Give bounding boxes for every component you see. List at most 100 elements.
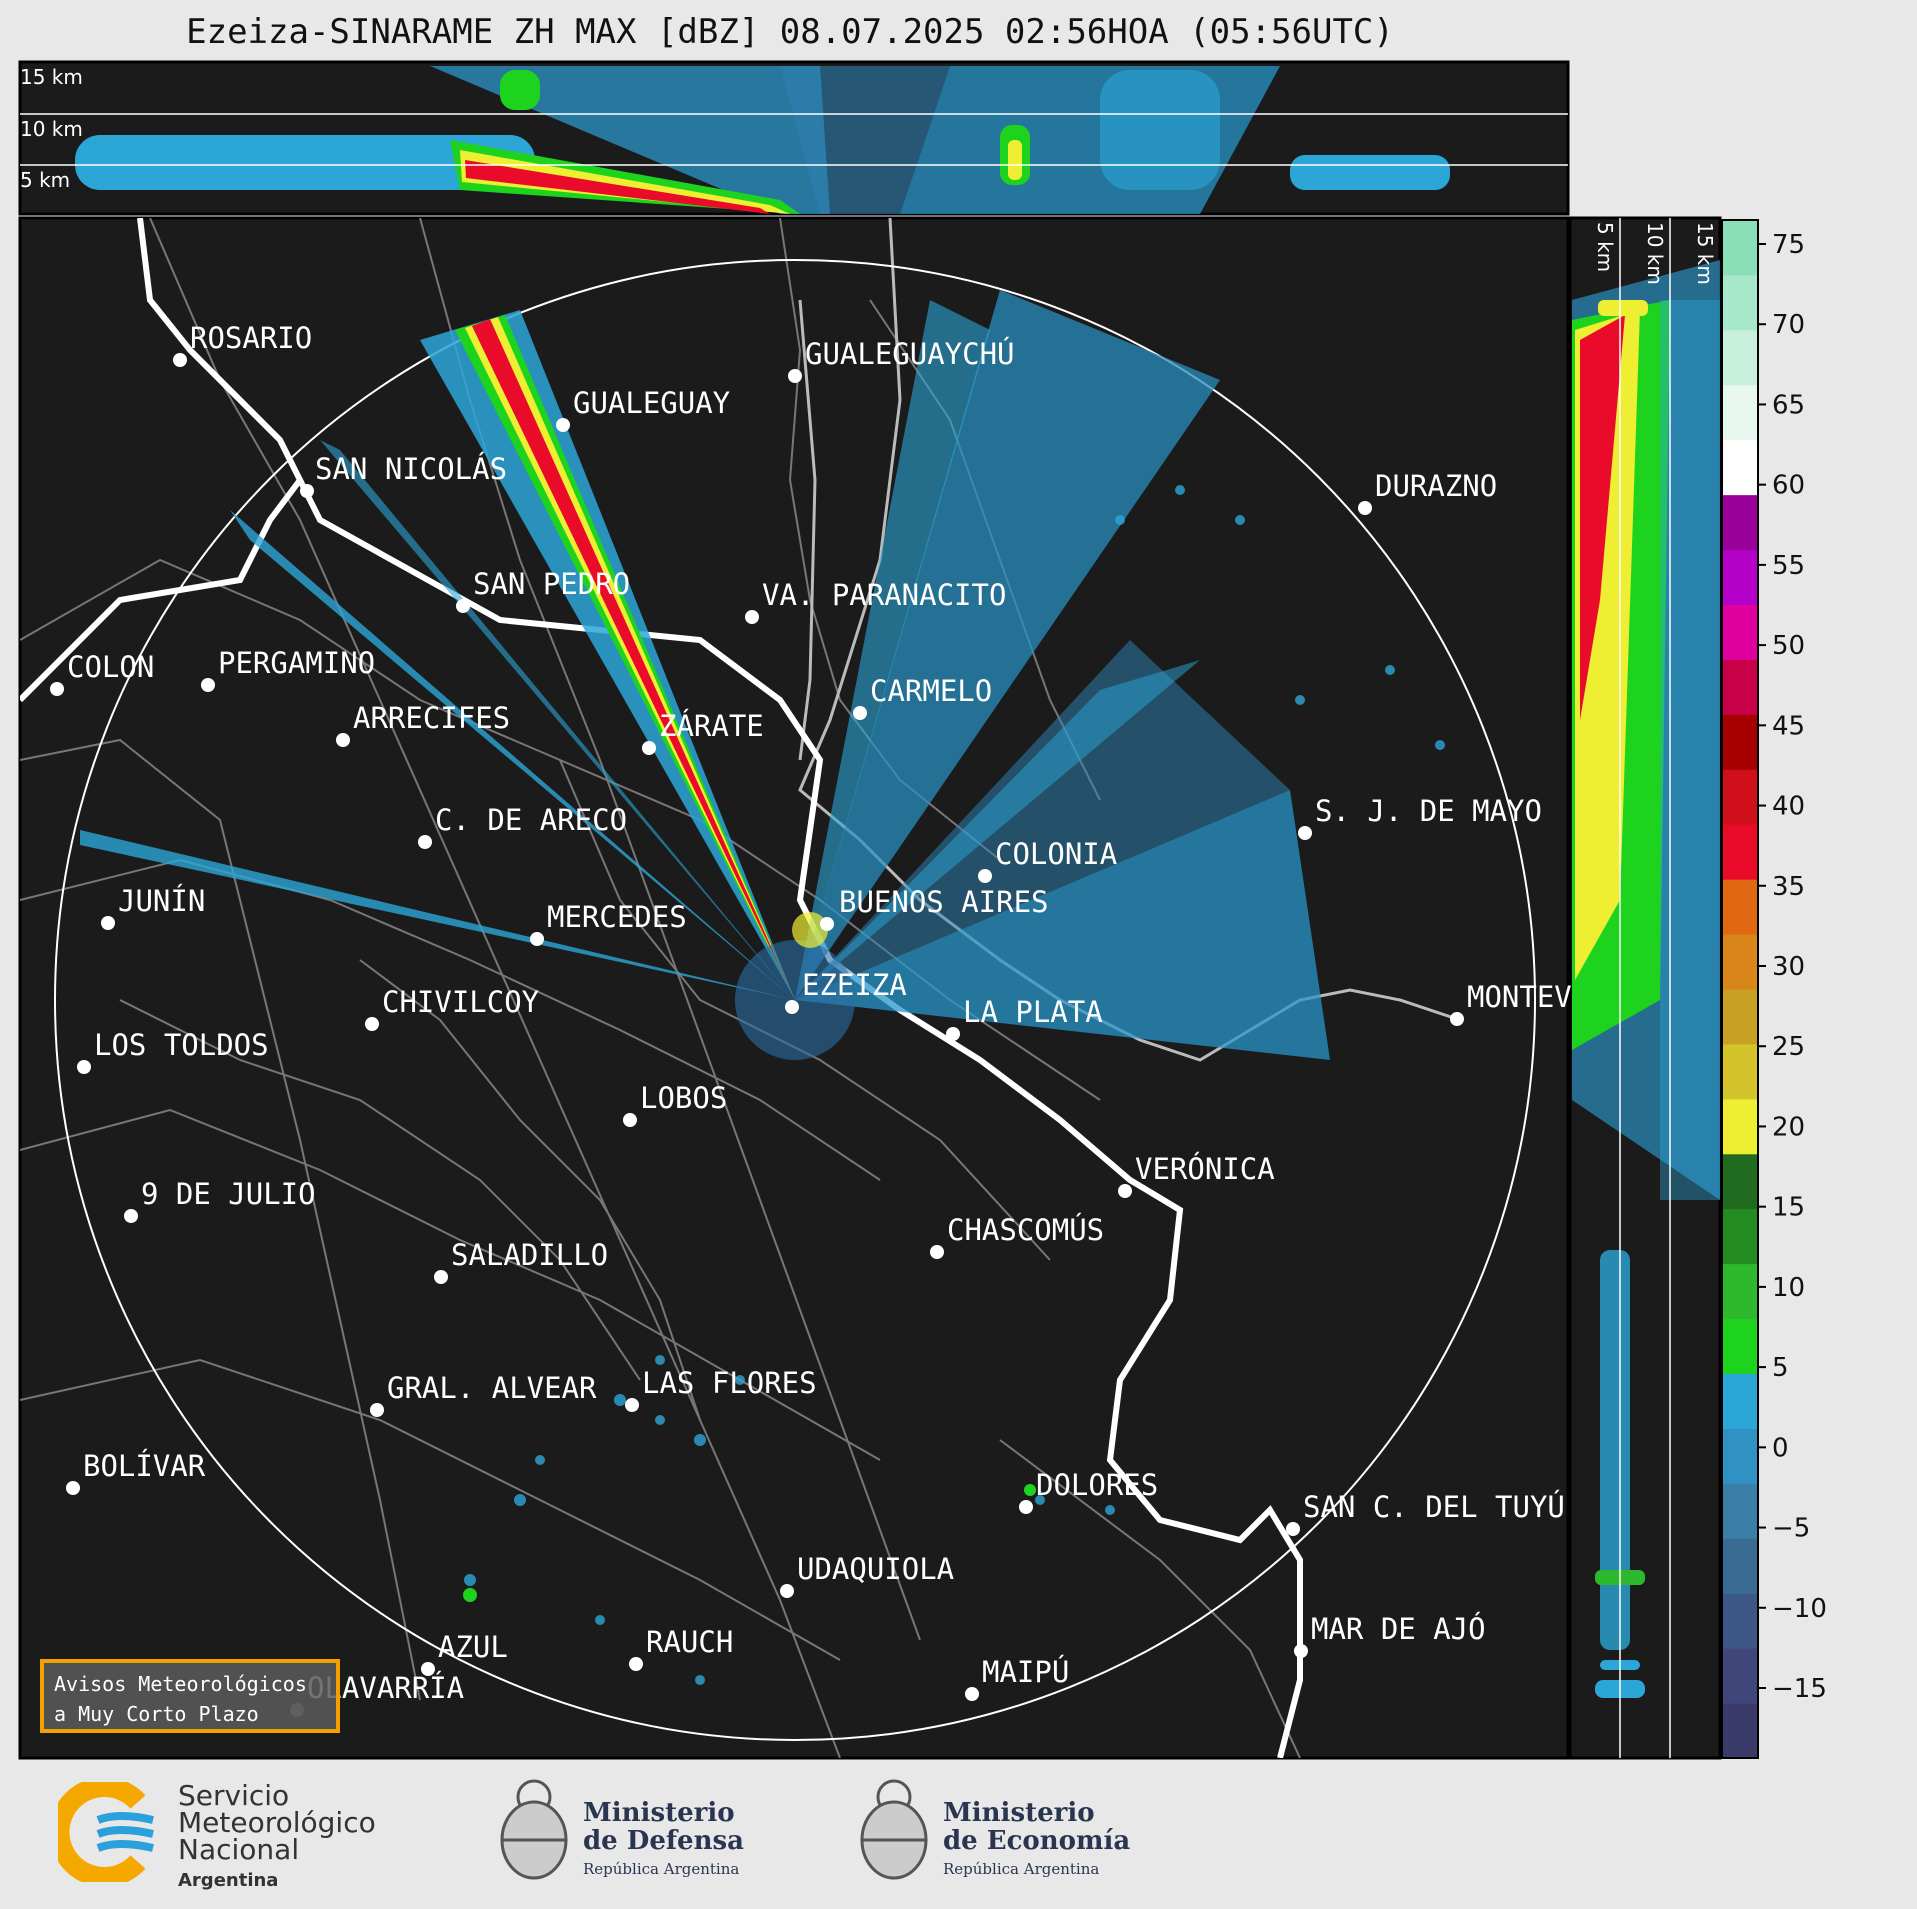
colorbar-tick-label: −15: [1772, 1674, 1827, 1704]
city-marker: ARRECIFES: [336, 701, 510, 747]
top-label-5km: 5 km: [20, 168, 70, 192]
city-marker: PERGAMINO: [201, 646, 375, 692]
city-label: MAR DE AJÓ: [1311, 1612, 1486, 1646]
city-marker: C. DE ARECO: [418, 803, 627, 849]
colorbar-tick-label: 70: [1772, 310, 1805, 340]
warning-box[interactable]: Avisos Meteorológicos a Muy Corto Plazo: [40, 1659, 340, 1733]
smn-line-2: Meteorológico: [178, 1806, 376, 1839]
city-dot: [336, 733, 350, 747]
city-dot: [1294, 1644, 1308, 1658]
colorbar-segment: [1722, 494, 1758, 551]
side-label-5km: 5 km: [1593, 222, 1617, 272]
colorbar-tick-label: −5: [1772, 1514, 1810, 1544]
city-marker: GUALEGUAYCHÚ: [788, 337, 1015, 383]
city-dot: [1298, 826, 1312, 840]
colorbar-segment: [1722, 1373, 1758, 1429]
side-label-10km: 10 km: [1643, 222, 1667, 285]
city-marker: MONTEV: [1450, 980, 1572, 1026]
city-marker: COLON: [50, 650, 154, 696]
city-label: ZÁRATE: [659, 709, 764, 743]
city-label: LOS TOLDOS: [94, 1028, 269, 1062]
radar-echoes: [80, 290, 1445, 1685]
city-marker: JUNÍN: [101, 884, 205, 930]
city-label: DOLORES: [1036, 1468, 1158, 1502]
city-label: SAN PEDRO: [473, 567, 630, 601]
city-dot: [965, 1687, 979, 1701]
city-dot: [978, 869, 992, 883]
radar-map-panel: [18, 216, 1570, 1760]
smn-line-1: Servicio: [178, 1779, 290, 1812]
colorbar-segment: [1722, 274, 1758, 331]
colorbar-segment: [1722, 1043, 1758, 1100]
colorbar-tick-label: 50: [1772, 631, 1805, 661]
colorbar-tick-label: 40: [1772, 792, 1805, 822]
city-dot: [788, 369, 802, 383]
city-dot: [421, 1662, 435, 1676]
city-dot: [365, 1017, 379, 1031]
city-marker: LOBOS: [623, 1081, 727, 1127]
top-cross-section-panel: 15 km 10 km 5 km: [18, 60, 1570, 216]
city-label: VA. PARANACITO: [762, 578, 1006, 612]
city-label: MONTEV: [1467, 980, 1572, 1014]
city-label: CHASCOMÚS: [947, 1213, 1104, 1247]
colorbar-segment: [1722, 439, 1758, 496]
colorbar-tick-label: 55: [1772, 551, 1805, 581]
city-dot: [173, 353, 187, 367]
colorbar-segment: [1722, 1648, 1758, 1704]
city-label: ROSARIO: [190, 321, 312, 355]
defensa-logo: Ministerio de Defensa República Argentin…: [495, 1775, 755, 1890]
city-marker: SAN PEDRO: [456, 567, 630, 613]
city-dot: [77, 1060, 91, 1074]
side-cross-section-panel: 5 km 10 km 15 km: [1568, 216, 1722, 1760]
colorbar-tick-label: 75: [1772, 230, 1805, 260]
city-marker: CHIVILCOY: [365, 985, 539, 1031]
coat-of-arms-icon: [500, 1779, 568, 1880]
city-marker: MAR DE AJÓ: [1294, 1612, 1486, 1658]
defensa-line-3: República Argentina: [583, 1860, 740, 1878]
city-dot: [745, 610, 759, 624]
city-marker: 9 DE JULIO: [124, 1177, 316, 1223]
city-label: COLON: [67, 650, 154, 684]
city-marker: GUALEGUAY: [556, 386, 730, 432]
colorbar-segment: [1722, 934, 1758, 990]
city-dot: [853, 706, 867, 720]
colorbar-tick-label: 15: [1772, 1193, 1805, 1223]
colorbar-tick-label: 0: [1772, 1433, 1789, 1463]
colorbar-tick-label: 30: [1772, 952, 1805, 982]
city-label: CHIVILCOY: [382, 985, 539, 1019]
city-marker: DURAZNO: [1358, 469, 1497, 515]
smn-line-3: Nacional: [178, 1833, 300, 1866]
colorbar-tick-label: 35: [1772, 872, 1805, 902]
city-marker: SALADILLO: [434, 1238, 608, 1284]
colorbar-tick-label: 10: [1772, 1273, 1805, 1303]
colorbar-segment: [1722, 1593, 1758, 1649]
city-dot: [530, 932, 544, 946]
city-dot: [1358, 501, 1372, 515]
colorbar-segment: [1722, 989, 1758, 1045]
city-marker: ROSARIO: [173, 321, 312, 367]
city-dot: [556, 418, 570, 432]
city-label: LA PLATA: [963, 995, 1103, 1029]
city-label: LAS FLORES: [642, 1366, 817, 1400]
district-boundaries: [20, 218, 1301, 1758]
colorbar-tick-label: 20: [1772, 1112, 1805, 1142]
colorbar-segment: [1722, 714, 1758, 770]
city-marker: MAIPÚ: [965, 1655, 1069, 1701]
colorbar-segment: [1722, 769, 1758, 825]
colorbar-segment: [1722, 1098, 1758, 1155]
city-marker: VERÓNICA: [1118, 1152, 1275, 1198]
city-dot: [642, 741, 656, 755]
city-label: SALADILLO: [451, 1238, 608, 1272]
colorbar-segment: [1722, 1483, 1758, 1539]
city-marker: BUENOS AIRES: [820, 885, 1049, 931]
warning-line-1: Avisos Meteorológicos: [54, 1672, 307, 1696]
economia-line-1: Ministerio: [943, 1798, 1095, 1828]
city-marker: AZUL: [421, 1630, 508, 1676]
colorbar-segment: [1722, 329, 1758, 386]
colorbar-tick-label: −10: [1772, 1594, 1827, 1624]
city-label: UDAQUIOLA: [797, 1552, 954, 1586]
colorbar-segment: [1722, 659, 1758, 715]
economia-logo: Ministerio de Economía República Argenti…: [855, 1775, 1135, 1890]
city-marker: CHASCOMÚS: [930, 1213, 1104, 1259]
city-dot: [930, 1245, 944, 1259]
